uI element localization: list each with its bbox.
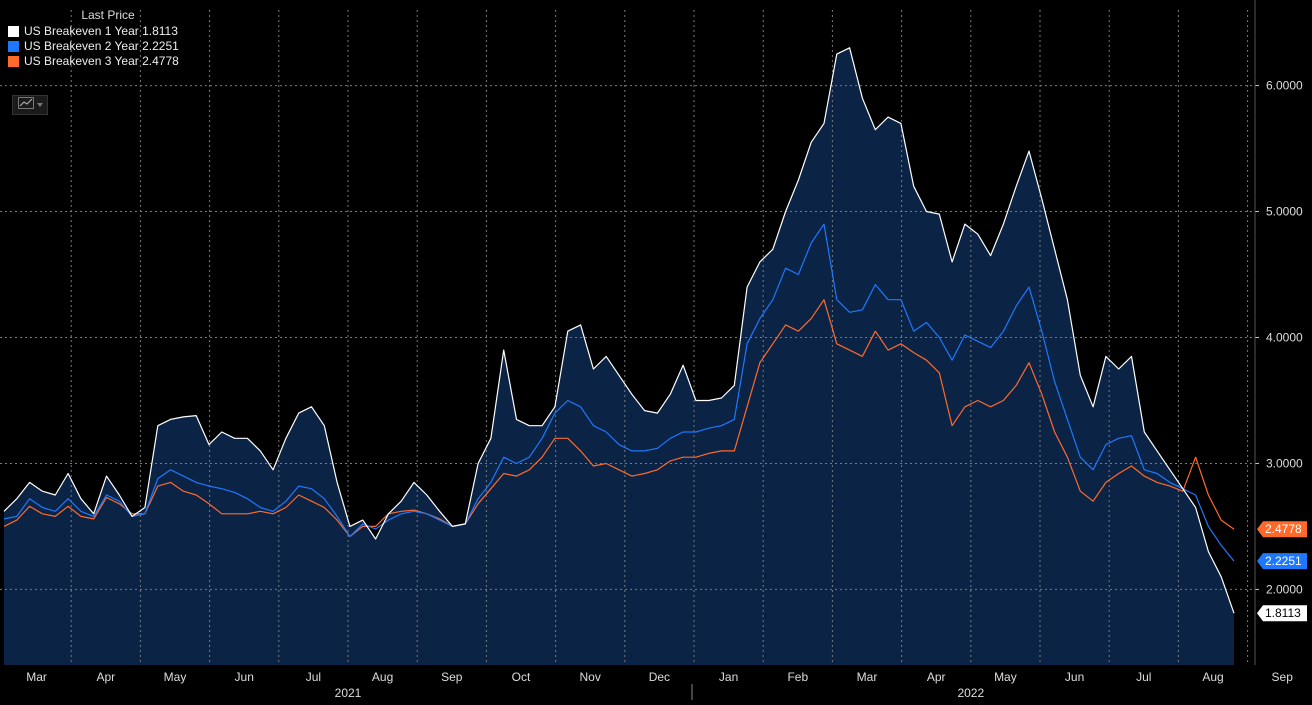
value-tag-1y: 1.8113 bbox=[1257, 605, 1307, 622]
x-tick-label: Apr bbox=[927, 670, 946, 684]
x-tick-label: Apr bbox=[96, 670, 115, 684]
legend-label-2y: US Breakeven 2 Year bbox=[24, 39, 139, 53]
x-tick-label: Aug bbox=[1202, 670, 1223, 684]
x-tick-label: Sep bbox=[1272, 670, 1294, 684]
legend-item-2y: US Breakeven 2 Year 2.2251 bbox=[8, 39, 208, 54]
line-chart-icon bbox=[17, 96, 34, 114]
x-tick-label: Sep bbox=[441, 670, 463, 684]
legend-value-1y: 1.8113 bbox=[142, 24, 178, 38]
legend-value-3y: 2.4778 bbox=[142, 54, 179, 68]
x-year-label: 2022 bbox=[957, 686, 984, 700]
legend-swatch-3y bbox=[8, 56, 19, 67]
x-tick-label: Jun bbox=[235, 670, 254, 684]
value-tag-3y: 2.4778 bbox=[1257, 521, 1307, 538]
x-tick-label: Jan bbox=[719, 670, 738, 684]
x-tick-label: Aug bbox=[372, 670, 393, 684]
x-tick-label: Nov bbox=[580, 670, 601, 684]
x-tick-label: May bbox=[164, 670, 187, 684]
x-tick-label: Mar bbox=[26, 670, 47, 684]
y-tick-label: 3.0000 bbox=[1266, 456, 1303, 470]
x-tick-label: Jun bbox=[1065, 670, 1084, 684]
legend-item-3y: US Breakeven 3 Year 2.4778 bbox=[8, 54, 208, 69]
x-tick-label: Jul bbox=[306, 670, 321, 684]
chart-type-button[interactable] bbox=[12, 95, 48, 115]
legend-item-1y: US Breakeven 1 Year 1.8113 bbox=[8, 24, 208, 39]
x-tick-label: Mar bbox=[857, 670, 878, 684]
legend-header: Last Price bbox=[81, 8, 135, 22]
legend-swatch-2y bbox=[8, 41, 19, 52]
x-tick-label: May bbox=[994, 670, 1017, 684]
legend-label-3y: US Breakeven 3 Year bbox=[24, 54, 139, 68]
x-tick-label: Feb bbox=[787, 670, 808, 684]
y-tick-label: 5.0000 bbox=[1266, 205, 1303, 219]
x-tick-label: Oct bbox=[512, 670, 531, 684]
series-line-2y bbox=[3, 223, 1235, 562]
legend-swatch-1y bbox=[8, 26, 19, 37]
x-year-label: 2021 bbox=[335, 686, 362, 700]
legend-label-1y: US Breakeven 1 Year bbox=[24, 24, 139, 38]
series-line-3y bbox=[3, 299, 1235, 538]
value-tag-label: 1.8113 bbox=[1265, 606, 1301, 620]
y-tick-label: 4.0000 bbox=[1266, 331, 1303, 345]
value-tag-2y: 2.2251 bbox=[1257, 553, 1307, 570]
legend: Last Price US Breakeven 1 Year 1.8113 US… bbox=[8, 8, 208, 69]
area-fill-1y bbox=[4, 47, 1234, 666]
legend-value-2y: 2.2251 bbox=[142, 39, 179, 53]
y-tick-label: 2.0000 bbox=[1266, 582, 1303, 596]
value-tag-label: 2.2251 bbox=[1265, 554, 1302, 568]
y-tick-label: 6.0000 bbox=[1266, 79, 1303, 93]
chevron-down-icon bbox=[36, 103, 43, 107]
value-tag-label: 2.4778 bbox=[1265, 522, 1302, 536]
series-line-1y bbox=[3, 47, 1235, 614]
x-tick-label: Jul bbox=[1136, 670, 1151, 684]
x-tick-label: Dec bbox=[649, 670, 670, 684]
